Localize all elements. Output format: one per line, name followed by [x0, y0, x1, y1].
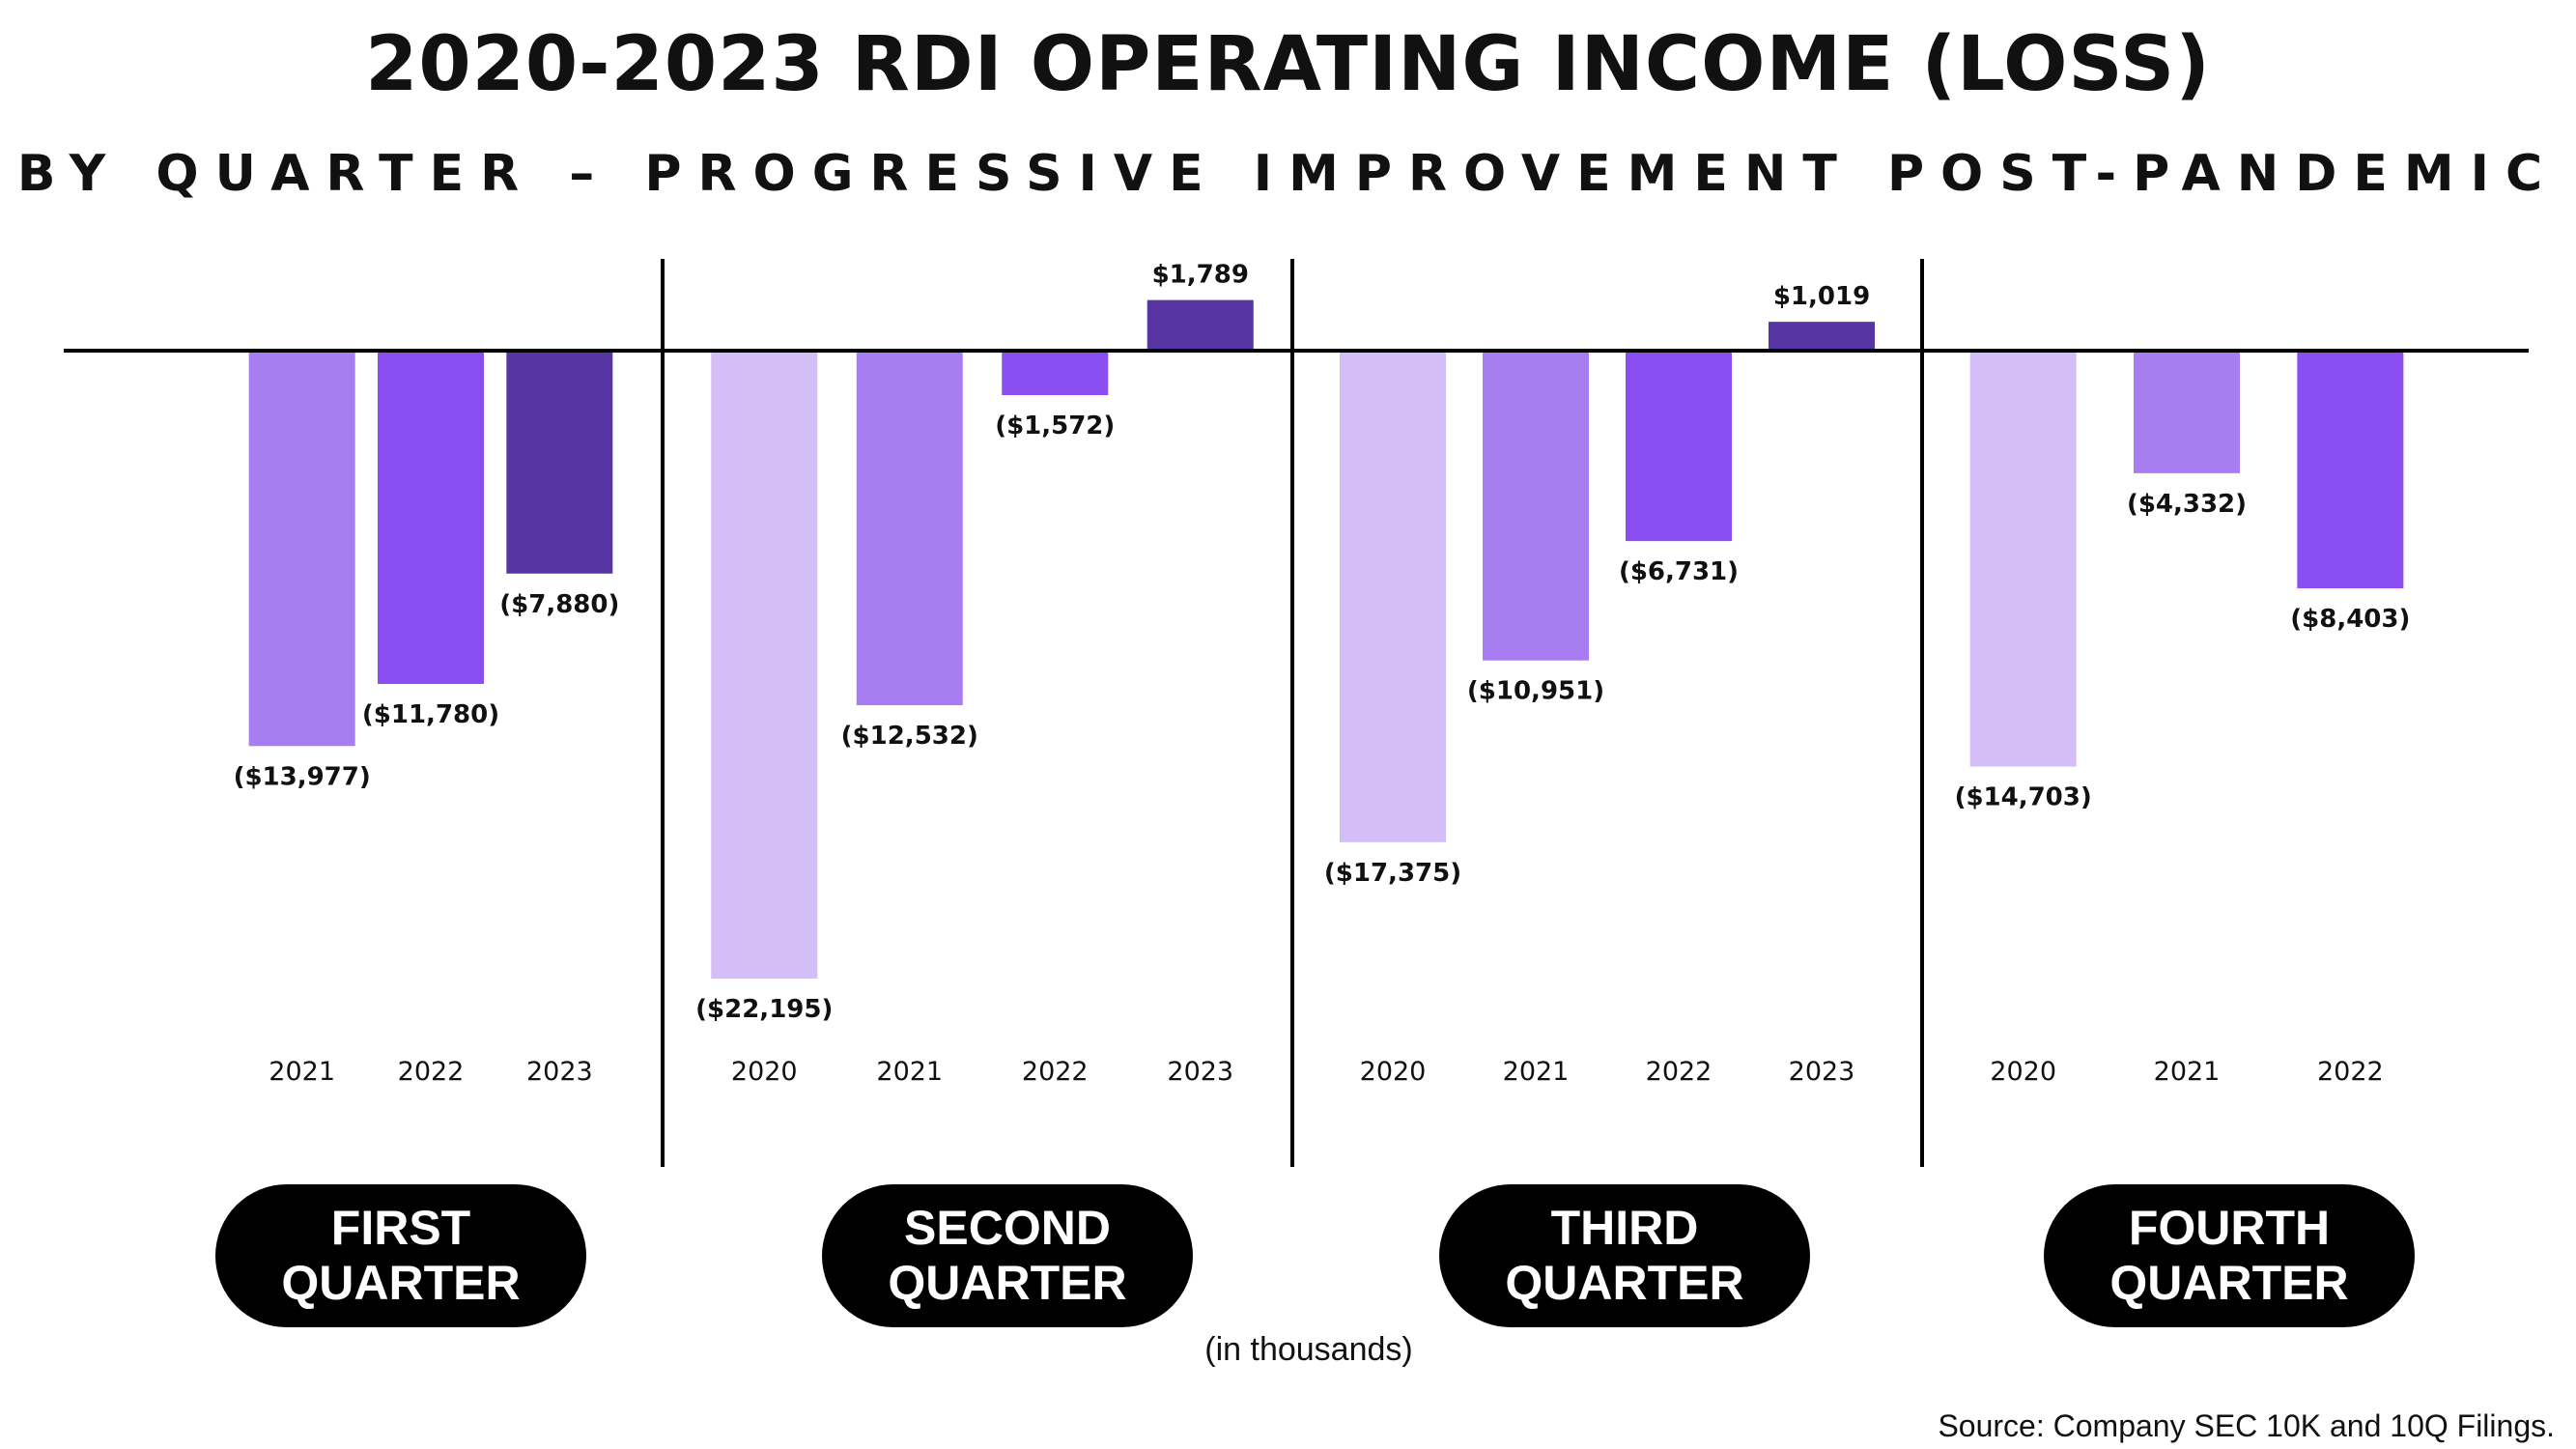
units-note: (in thousands) [1204, 1331, 1413, 1368]
bar [2134, 351, 2240, 473]
bar [378, 351, 484, 684]
data-label: ($4,332) [2127, 490, 2247, 519]
bar [1483, 351, 1589, 661]
data-label: ($6,731) [1619, 557, 1739, 586]
bar [1626, 351, 1732, 542]
chart-title: 2020-2023 RDI OPERATING INCOME (LOSS) [365, 21, 2211, 108]
year-tick-label: 2020 [1990, 1057, 2056, 1087]
data-label: ($14,703) [1955, 783, 2092, 812]
year-tick-label: 2020 [1360, 1057, 1427, 1087]
year-tick-label: 2023 [1167, 1057, 1233, 1087]
year-tick-label: 2021 [269, 1057, 335, 1087]
bar [1969, 351, 2077, 767]
quarter-label-line2: QUARTER [281, 1256, 521, 1310]
data-label: ($10,951) [1467, 677, 1604, 706]
data-label: ($7,880) [499, 590, 619, 619]
data-label: ($22,195) [695, 995, 833, 1024]
year-tick-label: 2021 [1503, 1057, 1570, 1087]
year-tick-label: 2022 [1646, 1057, 1713, 1087]
data-label: ($12,532) [841, 722, 978, 751]
data-label: ($1,572) [995, 412, 1115, 440]
data-label: ($11,780) [362, 700, 499, 729]
bar [506, 351, 613, 574]
bar [2297, 351, 2404, 589]
bar [711, 351, 818, 979]
bar [1002, 351, 1109, 396]
year-tick-label: 2020 [731, 1057, 798, 1087]
data-label: ($8,403) [2290, 605, 2410, 634]
year-tick-label: 2022 [398, 1057, 465, 1087]
data-label: $1,789 [1152, 261, 1249, 290]
quarter-label-fourth: FOURTH QUARTER [2044, 1184, 2415, 1327]
bar [1146, 299, 1254, 351]
quarter-label-line2: QUARTER [2109, 1256, 2349, 1310]
chart-subtitle: BY QUARTER – PROGRESSIVE IMPROVEMENT POS… [16, 145, 2560, 203]
quarter-label-line1: SECOND [904, 1201, 1111, 1255]
quarter-label-second: SECOND QUARTER [822, 1184, 1193, 1327]
bar [856, 351, 963, 706]
year-tick-label: 2021 [876, 1057, 943, 1087]
data-label: ($13,977) [234, 762, 371, 791]
data-label: $1,019 [1773, 282, 1870, 311]
year-tick-label: 2022 [2317, 1057, 2384, 1087]
year-tick-label: 2023 [526, 1057, 593, 1087]
bar [248, 351, 355, 747]
source-note: Source: Company SEC 10K and 10Q Filings. [1938, 1408, 2555, 1443]
data-label: ($17,375) [1324, 859, 1461, 888]
quarter-label-line1: FIRST [330, 1201, 471, 1255]
year-tick-label: 2022 [1022, 1057, 1089, 1087]
quarter-label-line1: THIRD [1550, 1201, 1699, 1255]
quarter-label-first: FIRST QUARTER [215, 1184, 586, 1327]
bar [1769, 322, 1875, 351]
quarter-label-third: THIRD QUARTER [1439, 1184, 1810, 1327]
year-tick-label: 2023 [1789, 1057, 1855, 1087]
quarter-label-line2: QUARTER [888, 1256, 1127, 1310]
bar [1340, 351, 1446, 842]
quarter-label-line1: FOURTH [2128, 1201, 2331, 1255]
quarter-label-line2: QUARTER [1505, 1256, 1744, 1310]
year-tick-label: 2021 [2154, 1057, 2221, 1087]
